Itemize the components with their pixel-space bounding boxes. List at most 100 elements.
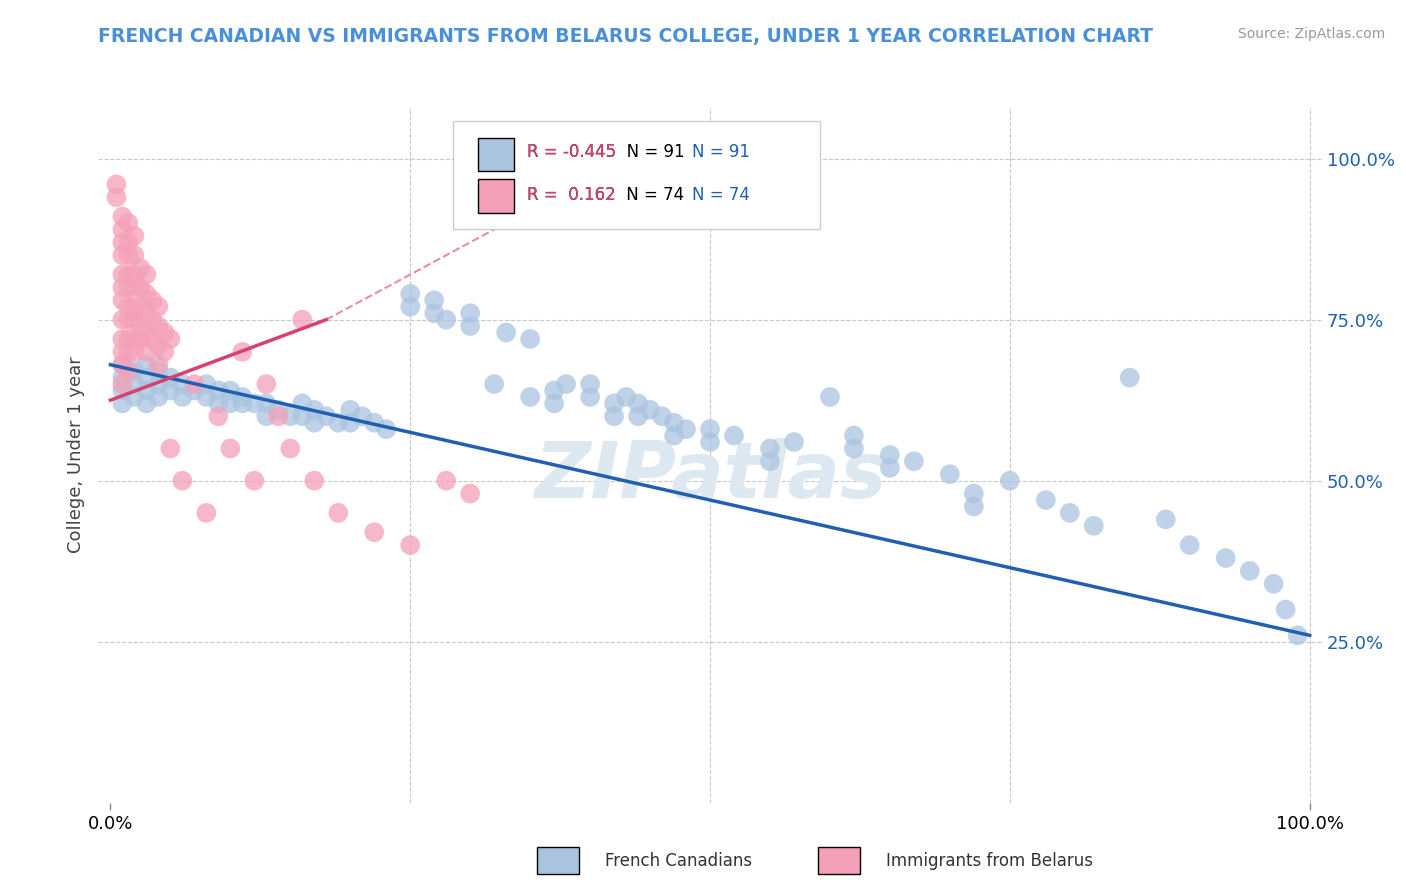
Point [141,293,163,308]
Point [662,428,685,442]
Point [339,402,361,417]
Point [153,326,176,340]
Point [291,409,314,424]
Point [111,312,134,326]
Y-axis label: College, Under 1 year: College, Under 1 year [66,357,84,553]
Point [129,319,152,334]
Point [603,396,626,410]
Point [1215,551,1237,566]
Point [111,248,134,262]
Point [759,454,782,468]
Point [339,416,361,430]
Point [963,500,986,514]
Text: French Canadians: French Canadians [605,852,752,870]
Point [495,326,517,340]
Point [124,312,146,326]
Point [148,390,170,404]
Text: Immigrants from Belarus: Immigrants from Belarus [886,852,1092,870]
Point [254,377,277,392]
Point [124,268,146,282]
Point [963,486,986,500]
Point [267,409,290,424]
Point [555,377,578,392]
Point [135,358,157,372]
Point [434,312,457,326]
Point [423,306,446,320]
Point [129,332,152,346]
Point [111,358,134,372]
Point [148,358,170,372]
Point [111,370,134,384]
Point [254,409,277,424]
Point [543,384,565,398]
Point [638,402,661,417]
Point [699,422,721,436]
Point [627,409,650,424]
Text: R =  0.162: R = 0.162 [526,186,616,203]
Point [105,190,128,204]
Point [183,384,205,398]
Point [124,364,146,378]
Point [117,312,139,326]
Point [363,416,385,430]
Point [458,306,481,320]
Point [363,525,385,540]
Point [111,344,134,359]
Point [172,390,194,404]
Point [135,344,157,359]
Point [278,409,301,424]
Point [399,286,422,301]
FancyBboxPatch shape [453,121,820,229]
Point [135,326,157,340]
Text: N = 74: N = 74 [692,186,749,203]
Point [399,300,422,314]
Point [124,280,146,294]
Point [614,390,637,404]
Point [111,210,134,224]
Point [267,402,290,417]
Text: FRENCH CANADIAN VS IMMIGRANTS FROM BELARUS COLLEGE, UNDER 1 YEAR CORRELATION CHA: FRENCH CANADIAN VS IMMIGRANTS FROM BELAR… [98,27,1153,45]
Point [148,377,170,392]
Point [1239,564,1261,578]
Point [304,416,326,430]
Point [117,216,139,230]
Point [117,280,139,294]
Point [998,474,1021,488]
Point [219,384,242,398]
Point [141,312,163,326]
Point [939,467,962,482]
Point [662,416,685,430]
Point [243,474,266,488]
Point [148,338,170,352]
Point [291,312,314,326]
Point [1059,506,1081,520]
FancyBboxPatch shape [478,179,515,213]
Text: R = -0.445  N = 91: R = -0.445 N = 91 [526,144,685,161]
Point [291,396,314,410]
Point [1035,493,1057,508]
Point [842,428,865,442]
Point [111,384,134,398]
Text: N = 91: N = 91 [692,144,749,161]
Point [603,409,626,424]
Point [159,332,181,346]
Point [458,319,481,334]
Point [148,364,170,378]
Point [135,286,157,301]
Point [159,442,181,456]
Point [129,261,152,276]
Point [117,344,139,359]
Point [543,396,565,410]
Point [159,370,181,384]
Point [172,377,194,392]
FancyBboxPatch shape [478,137,515,171]
Point [1286,628,1309,642]
Point [399,538,422,552]
Text: R = -0.445: R = -0.445 [526,144,616,161]
Point [159,384,181,398]
Point [723,428,745,442]
Point [1178,538,1201,552]
Point [482,377,505,392]
Point [124,300,146,314]
Point [651,409,673,424]
